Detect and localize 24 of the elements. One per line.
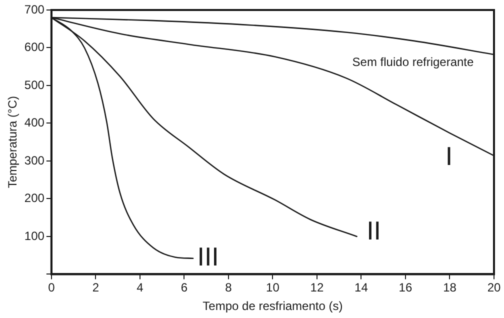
y-tick-label: 400 [24, 116, 45, 130]
x-tick-label: 10 [266, 280, 280, 295]
x-tick-label: 20 [487, 280, 501, 295]
series-label: III [197, 242, 219, 272]
y-axis-title: Temperatura (°C) [6, 96, 20, 188]
y-tick-label: 500 [24, 78, 45, 92]
x-tick-label: 18 [443, 280, 457, 295]
series-label: I [445, 140, 453, 171]
x-tick-label: 2 [92, 280, 100, 295]
series-label: Sem fluido refrigerante [352, 54, 474, 69]
x-tick-label: 14 [354, 280, 368, 295]
y-tick-label: 200 [24, 191, 45, 206]
x-tick-label: 16 [398, 280, 412, 295]
x-tick-label: 0 [48, 280, 56, 295]
x-tick-label: 4 [136, 280, 144, 295]
y-tick-label: 700 [24, 2, 45, 16]
y-tick-label: 300 [24, 153, 45, 168]
x-tick-label: 8 [225, 280, 232, 295]
x-axis-title: Tempo de resfriamento (s) [202, 299, 343, 314]
series-label: II [366, 216, 382, 246]
y-tick-label: 100 [24, 228, 45, 243]
y-tick-label: 600 [24, 40, 45, 54]
x-tick-label: 6 [180, 280, 188, 295]
x-tick-label: 12 [310, 280, 324, 295]
